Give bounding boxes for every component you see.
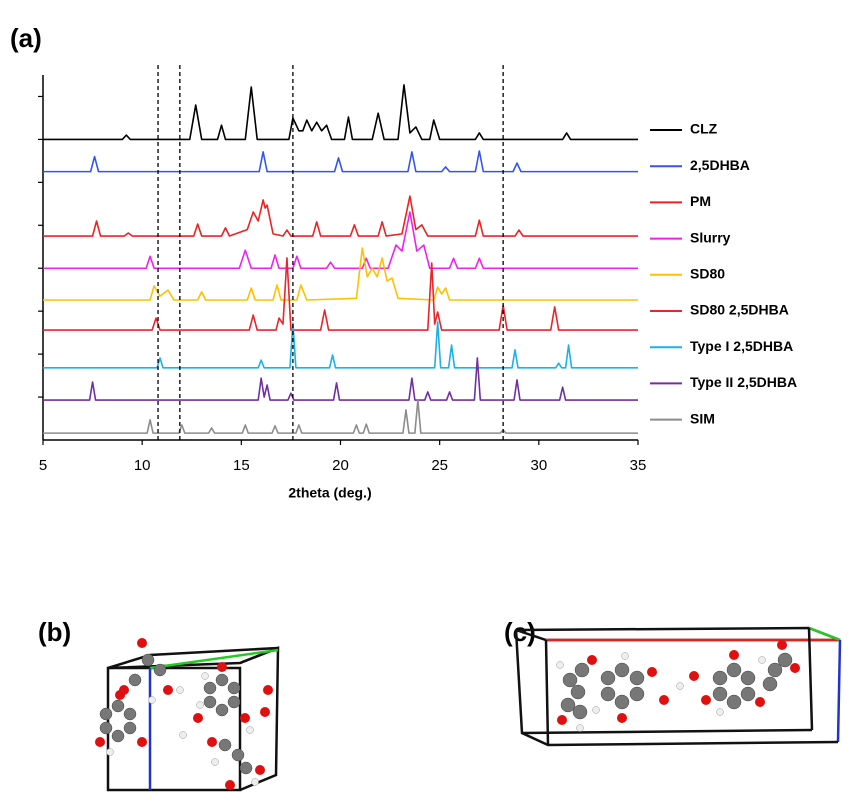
legend-label: 2,5DHBA [690,157,750,173]
legend-label: SD80 2,5DHBA [690,302,789,318]
legend-label: SD80 [690,266,725,282]
pattern-line [43,400,638,433]
crystal-structure-b [95,638,278,790]
x-axis-label: 2theta (deg.) [288,485,371,501]
pattern-line [43,322,638,368]
pattern-line [43,151,638,172]
legend-label: Slurry [690,229,731,245]
panel-label: (a) [10,23,42,53]
pattern-line [43,85,638,140]
x-tick-label: 25 [431,457,448,474]
crystal-structure-c [516,628,840,745]
pattern-line [43,248,638,300]
legend-label: PM [690,193,711,209]
x-tick-label: 35 [630,457,647,474]
legend-label: Type II 2,5DHBA [690,374,797,390]
pattern-line [43,358,638,400]
x-tick-label: 30 [530,457,547,474]
pattern-line [43,196,638,236]
legend-label: Type I 2,5DHBA [690,338,793,354]
pattern-line [43,212,638,268]
legend-label: SIM [690,410,715,426]
x-tick-label: 10 [134,457,151,474]
x-tick-label: 20 [332,457,349,474]
x-tick-label: 5 [39,457,47,474]
x-tick-label: 15 [233,457,250,474]
figure: (a) 2theta (deg.) (b) (c) [0,0,855,792]
legend-label: CLZ [690,121,718,137]
panel-label: (b) [38,617,71,647]
